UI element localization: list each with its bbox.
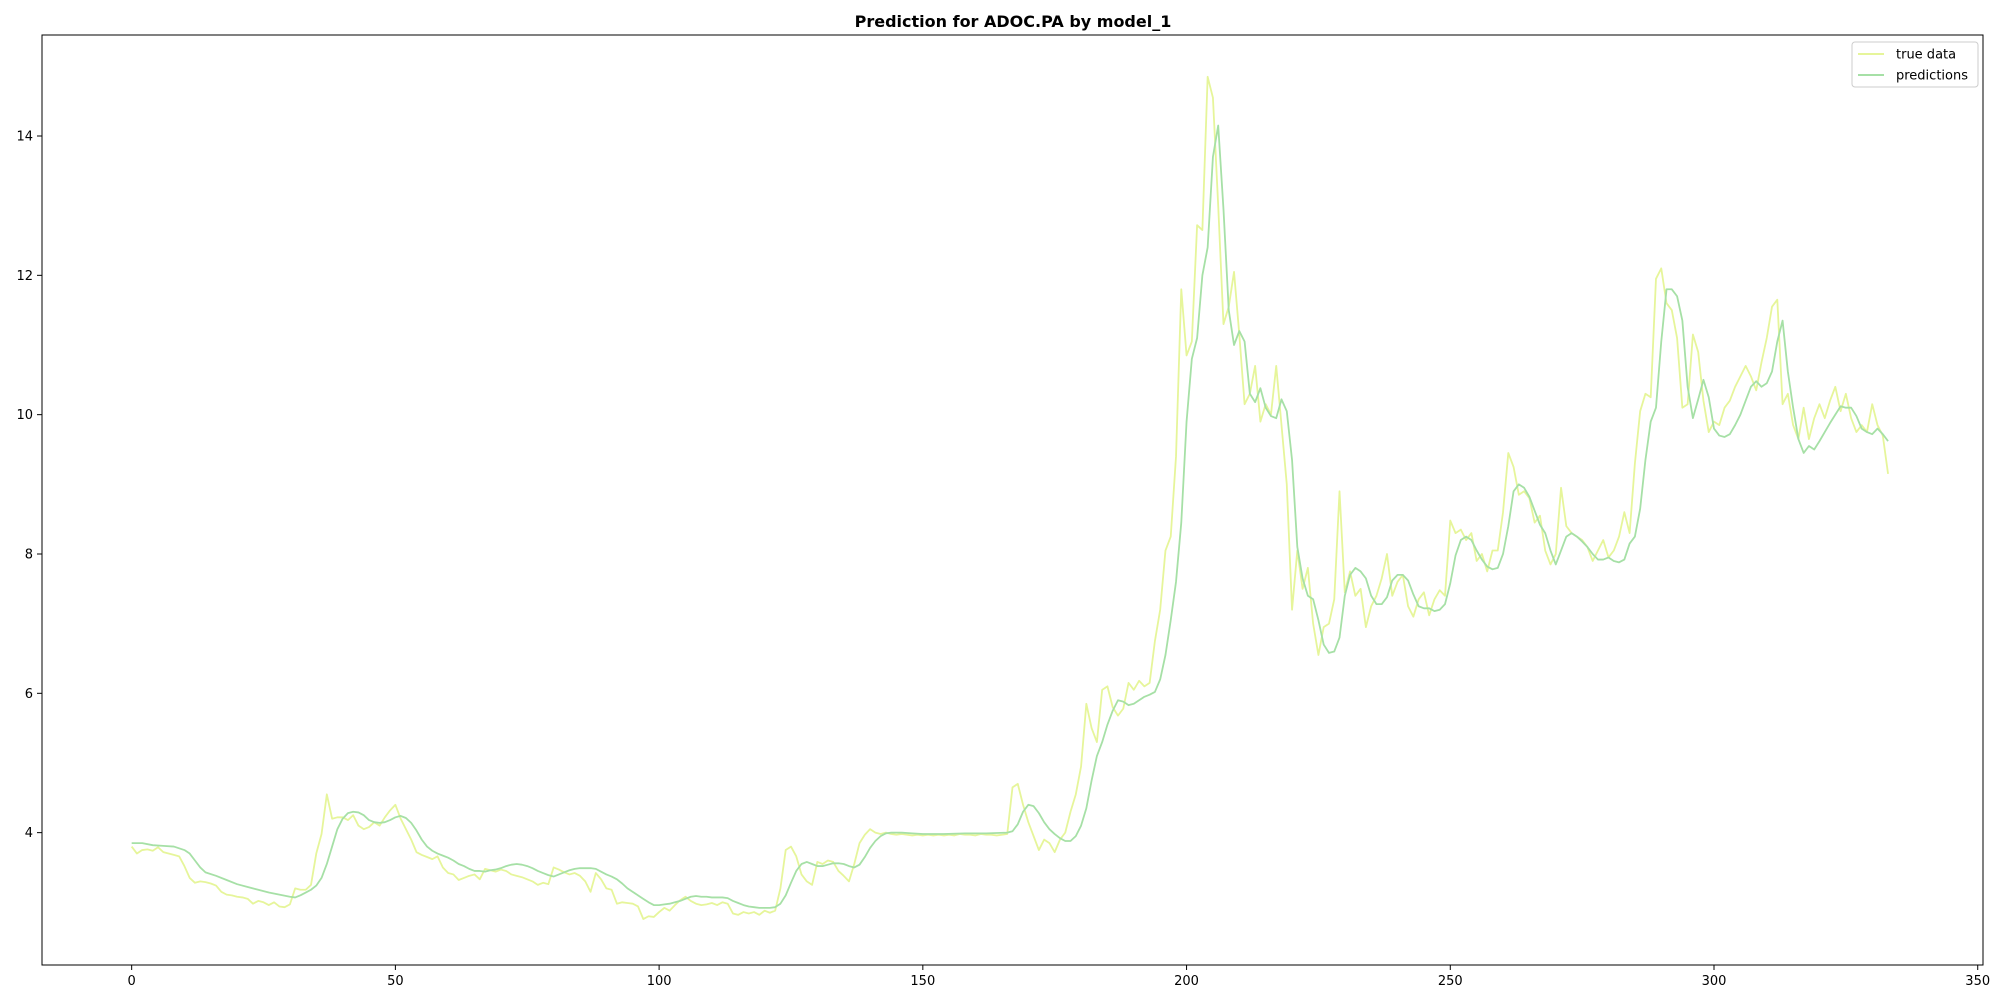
y-axis: 4 6 8 10 12 14 xyxy=(16,130,42,841)
plot-frame xyxy=(41,34,1984,966)
legend-label: predictions xyxy=(1896,69,1968,84)
x-tick-label: 0 xyxy=(128,974,136,989)
y-tick-label: 12 xyxy=(16,269,33,284)
y-tick-label: 6 xyxy=(25,687,33,702)
x-tick-label: 150 xyxy=(910,974,935,989)
x-tick-label: 350 xyxy=(1965,974,1990,989)
chart-title: Prediction for ADOC.PA by model_1 xyxy=(855,12,1172,31)
x-tick-label: 100 xyxy=(647,974,672,989)
x-tick-label: 250 xyxy=(1438,974,1463,989)
x-axis: 0 50 100 150 200 250 300 350 xyxy=(128,965,1990,989)
y-tick-label: 8 xyxy=(25,547,33,562)
legend-label: true data xyxy=(1896,48,1956,63)
legend[interactable]: true data predictions xyxy=(1851,41,1979,88)
series-line-predictions xyxy=(131,124,1889,909)
y-tick-label: 4 xyxy=(25,826,33,841)
x-tick-label: 300 xyxy=(1702,974,1727,989)
y-tick-label: 14 xyxy=(16,130,33,145)
y-tick-label: 10 xyxy=(16,408,33,423)
series-layer xyxy=(130,75,1889,920)
x-tick-label: 200 xyxy=(1174,974,1199,989)
x-tick-label: 50 xyxy=(387,974,404,989)
